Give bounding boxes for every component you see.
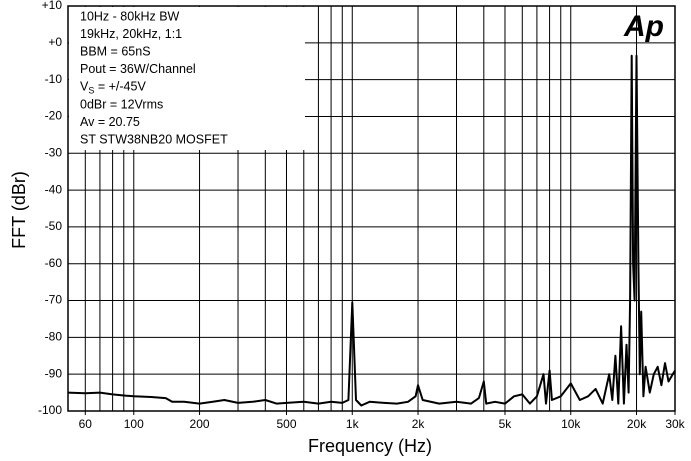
x-axis-label: Frequency (Hz) [308, 436, 432, 456]
plot-frame [67, 5, 676, 412]
annotation-part: = +/-45V [94, 80, 146, 94]
y-tick-label: -60 [45, 256, 63, 270]
y-tick-label: -100 [38, 403, 62, 417]
annotation: Pout = 36W/Channel [80, 62, 196, 76]
annotation: 0dBr = 12Vrms [80, 97, 163, 111]
x-tick-label: 500 [276, 417, 296, 431]
logo: Ap [623, 10, 664, 43]
y-tick-label: -40 [45, 182, 63, 196]
y-axis-label: FFT (dBr) [9, 171, 29, 249]
annotation: ST STW38NB20 MOSFET [80, 132, 228, 146]
annotation: Av = 20.75 [80, 115, 140, 129]
y-tick-label: -30 [45, 145, 63, 159]
x-tick-label: 2k [412, 417, 426, 431]
spectrum-line [67, 54, 676, 407]
x-tick-label: 20k [627, 417, 647, 431]
x-tick-label: 100 [124, 417, 144, 431]
y-tick-label: -90 [45, 366, 63, 380]
y-tick-label: -80 [45, 330, 63, 344]
y-tick-label: -10 [45, 72, 63, 86]
y-tick-label: -70 [45, 293, 63, 307]
y-tick-label: -50 [45, 219, 63, 233]
y-tick-label: +10 [42, 0, 63, 12]
annotation-sub: S [88, 86, 94, 96]
x-tick-label: 200 [190, 417, 210, 431]
annotation-part: V [80, 80, 89, 94]
x-tick-label: 1k [346, 417, 360, 431]
annotation: BBM = 65nS [80, 44, 151, 58]
x-tick-label: 30k [665, 417, 685, 431]
annotation: 10Hz - 80kHz BW [80, 9, 180, 23]
x-tick-label: 60 [79, 417, 93, 431]
annotation: 19kHz, 20kHz, 1:1 [80, 27, 182, 41]
x-tick-label: 10k [561, 417, 581, 431]
y-tick-label: +0 [48, 35, 62, 49]
y-tick-label: -20 [45, 109, 63, 123]
x-tick-label: 5k [499, 417, 513, 431]
annotation: VS = +/-45V [80, 80, 146, 96]
annotation-box [69, 7, 305, 150]
